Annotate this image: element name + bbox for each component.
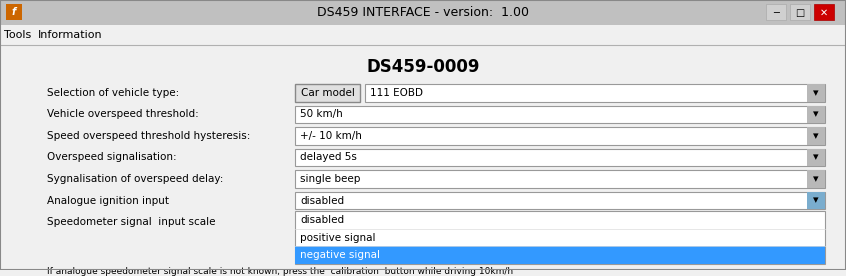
Text: Vehicle overspeed threshold:: Vehicle overspeed threshold: (47, 110, 199, 120)
Bar (807, 106, 825, 123)
Text: ▾: ▾ (813, 152, 819, 163)
Text: Sygnalisation of overspeed delay:: Sygnalisation of overspeed delay: (47, 174, 223, 184)
Text: Information: Information (38, 30, 102, 40)
Text: ─: ─ (773, 8, 779, 18)
Text: ▾: ▾ (813, 174, 819, 184)
Text: Selection of vehicle type:: Selection of vehicle type: (47, 88, 179, 98)
Text: DS459 INTERFACE - version:  1.00: DS459 INTERFACE - version: 1.00 (317, 6, 529, 19)
Text: Analogue ignition input: Analogue ignition input (47, 195, 169, 206)
Bar (295, 127, 825, 145)
Bar (807, 127, 825, 145)
Text: negative signal: negative signal (300, 250, 380, 260)
Text: ▾: ▾ (813, 110, 819, 120)
Text: Overspeed signalisation:: Overspeed signalisation: (47, 152, 177, 163)
Bar (807, 192, 825, 209)
Bar (766, 4, 786, 20)
Text: If analogue speedometer signal scale is not known, press the  calibration  butto: If analogue speedometer signal scale is … (47, 267, 514, 276)
Text: ✕: ✕ (820, 8, 828, 18)
Text: ▾: ▾ (813, 131, 819, 141)
Text: DS459-0009: DS459-0009 (366, 57, 480, 76)
Text: disabled: disabled (300, 215, 344, 225)
Text: positive signal: positive signal (300, 233, 376, 243)
Bar (807, 170, 825, 188)
Bar (295, 246, 825, 264)
Text: ▾: ▾ (813, 195, 819, 206)
Bar (807, 149, 825, 166)
Text: single beep: single beep (300, 174, 360, 184)
Bar (295, 84, 360, 102)
Bar (295, 106, 825, 123)
Bar (295, 192, 825, 209)
Text: f: f (12, 7, 16, 17)
Text: Speed overspeed threshold hysteresis:: Speed overspeed threshold hysteresis: (47, 131, 250, 141)
Text: disabled: disabled (300, 195, 344, 206)
Bar (295, 170, 825, 188)
Bar (814, 4, 834, 20)
Bar (807, 84, 825, 102)
Bar (0, 0, 846, 25)
Bar (365, 84, 825, 102)
Bar (6, 4, 22, 20)
Bar (790, 4, 810, 20)
Text: Speedometer signal  input scale: Speedometer signal input scale (47, 217, 216, 227)
Text: 111 EOBD: 111 EOBD (370, 88, 423, 98)
Text: Tools: Tools (4, 30, 31, 40)
Bar (0, 25, 846, 45)
Text: +/- 10 km/h: +/- 10 km/h (300, 131, 362, 141)
Bar (295, 149, 825, 166)
Bar (295, 211, 825, 264)
Text: □: □ (795, 8, 805, 18)
Text: 50 km/h: 50 km/h (300, 110, 343, 120)
Text: Car model: Car model (300, 88, 354, 98)
Text: ▾: ▾ (813, 88, 819, 98)
Text: delayed 5s: delayed 5s (300, 152, 357, 163)
